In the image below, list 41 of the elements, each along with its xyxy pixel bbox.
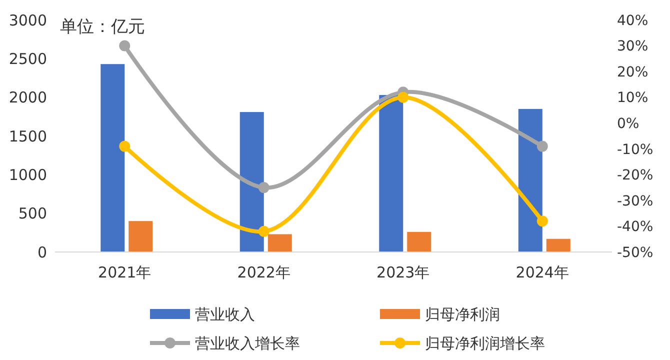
bar	[379, 95, 404, 252]
y-tick-label: 3000	[8, 11, 47, 30]
y-tick-label: 500	[18, 204, 47, 223]
y2-tick-label: 20%	[617, 64, 648, 80]
y2-tick-label: -10%	[617, 142, 654, 158]
legend-label: 营业收入	[195, 305, 255, 324]
y2-tick-label: -50%	[617, 244, 654, 261]
x-tick-label: 2021年	[98, 263, 152, 282]
point	[119, 140, 130, 152]
point	[119, 40, 130, 52]
bar	[268, 234, 292, 252]
y2-tick-label: -40%	[617, 219, 654, 236]
point	[258, 226, 270, 237]
y2-tick-label: 10%	[617, 90, 648, 106]
legend-label: 归母净利润	[425, 305, 500, 324]
x-tick-label: 2024年	[516, 263, 569, 282]
y-tick-label: 1500	[8, 127, 47, 146]
y-tick-label: 1000	[8, 166, 47, 184]
y2-tick-label: 0%	[617, 116, 640, 132]
x-tick-label: 2022年	[237, 263, 290, 282]
bar	[518, 108, 542, 252]
y2-tick-label: -20%	[617, 168, 654, 184]
point	[258, 182, 270, 194]
x-tick-label: 2023年	[376, 263, 430, 282]
point	[398, 92, 409, 103]
legend-label: 营业收入增长率	[195, 334, 300, 352]
bar	[128, 221, 153, 252]
bar	[546, 238, 570, 252]
y-tick-label: 0	[37, 243, 47, 262]
bar	[100, 64, 125, 252]
y2-tick-label: -30%	[617, 193, 654, 210]
legend-label: 归母净利润增长率	[425, 334, 545, 352]
bar	[407, 232, 432, 252]
bar	[240, 112, 264, 252]
y-tick-label: 2000	[8, 88, 47, 107]
y2-tick-label: 40%	[617, 12, 648, 29]
point	[536, 140, 548, 152]
point	[536, 216, 548, 227]
y2-tick-label: 30%	[617, 38, 648, 55]
y-axis-title: 单位：亿元	[60, 16, 145, 37]
y-tick-label: 2500	[8, 50, 47, 68]
